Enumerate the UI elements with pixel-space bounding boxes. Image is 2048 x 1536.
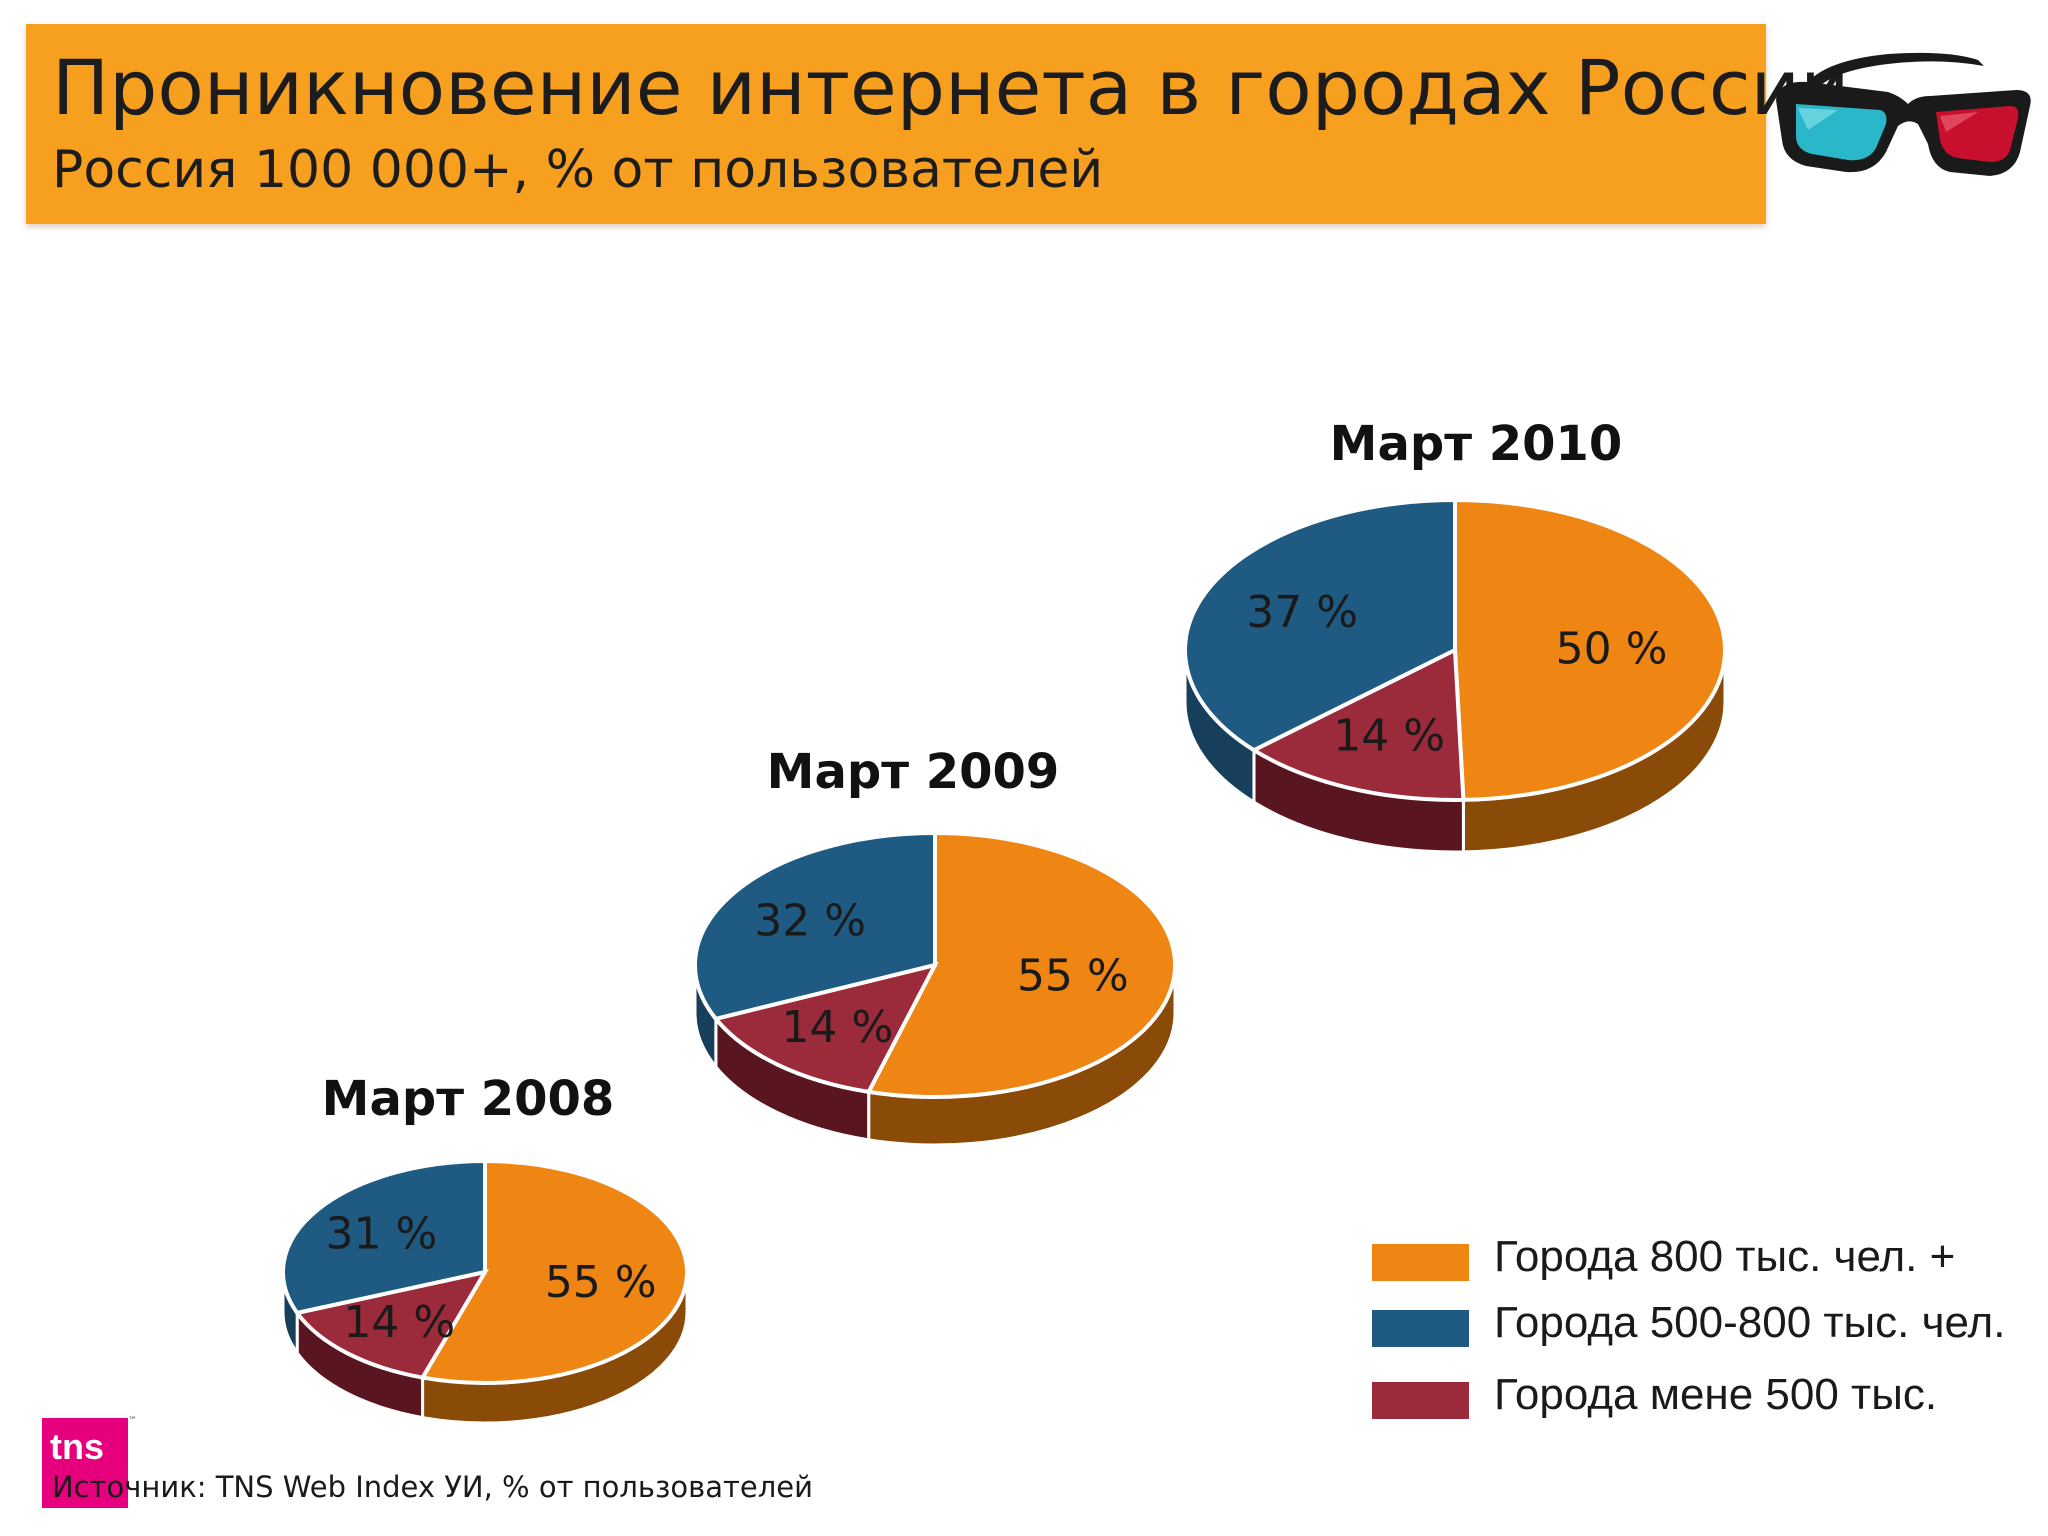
slice-label: 55 %: [545, 1257, 657, 1308]
pie-1: 55 % 14 % 32 % Март 2009: [693, 744, 1177, 1147]
slice-label: 14 %: [343, 1297, 455, 1348]
page-subtitle: Россия 100 000+, % от пользователей: [52, 140, 1104, 200]
slice-label: 55 %: [1017, 951, 1129, 1002]
tns-logo: tns: [42, 1418, 128, 1508]
pie-slice-2: [281, 1158, 487, 1316]
slice-label: 32 %: [754, 895, 866, 946]
pie-slice-1: [1249, 646, 1466, 802]
source-note: Источник: TNS Web Index УИ, % от пользов…: [52, 1470, 813, 1504]
slice-label: 31 %: [326, 1208, 438, 1259]
pie-slice-1: [712, 962, 939, 1095]
pie-slice-0: [419, 1158, 689, 1385]
slice-label: 14 %: [1333, 710, 1445, 761]
pie-0: 55 % 14 % 31 % Март 2008: [281, 1071, 689, 1425]
pie-slice-2: [693, 830, 937, 1022]
pie-slice-0: [865, 830, 1177, 1099]
pie-slice-1: [293, 1269, 490, 1380]
page-title: Проникновение интернета в городах России: [52, 43, 1850, 132]
legend-swatch-red: [1372, 1382, 1469, 1419]
pie-2: 50 % 14 % 37 % Март 2010: [1183, 416, 1727, 854]
slice-label: 14 %: [781, 1002, 893, 1053]
legend-label: Города 500-800 тыс. чел.: [1494, 1298, 2006, 1347]
legend-label: Города мене 500 тыс.: [1494, 1370, 1938, 1419]
legend-swatch-blue: [1372, 1310, 1469, 1347]
anaglyph-3d-glasses-icon: [1776, 52, 2031, 176]
legend-label: Города 800 тыс. чел. +: [1494, 1232, 1956, 1281]
trademark-mark: ™: [128, 1416, 137, 1426]
header-band: Проникновение интернета в городах России…: [26, 24, 1849, 224]
slice-label: 50 %: [1556, 624, 1668, 675]
pie-title: Март 2008: [322, 1071, 615, 1127]
pie-title: Март 2009: [767, 744, 1060, 800]
pie-slice-0: [1453, 497, 1727, 802]
pie-slice-2: [1183, 497, 1457, 753]
pie-title: Март 2010: [1330, 416, 1623, 472]
legend-swatch-orange: [1372, 1244, 1469, 1281]
slice-label: 37 %: [1246, 587, 1358, 638]
